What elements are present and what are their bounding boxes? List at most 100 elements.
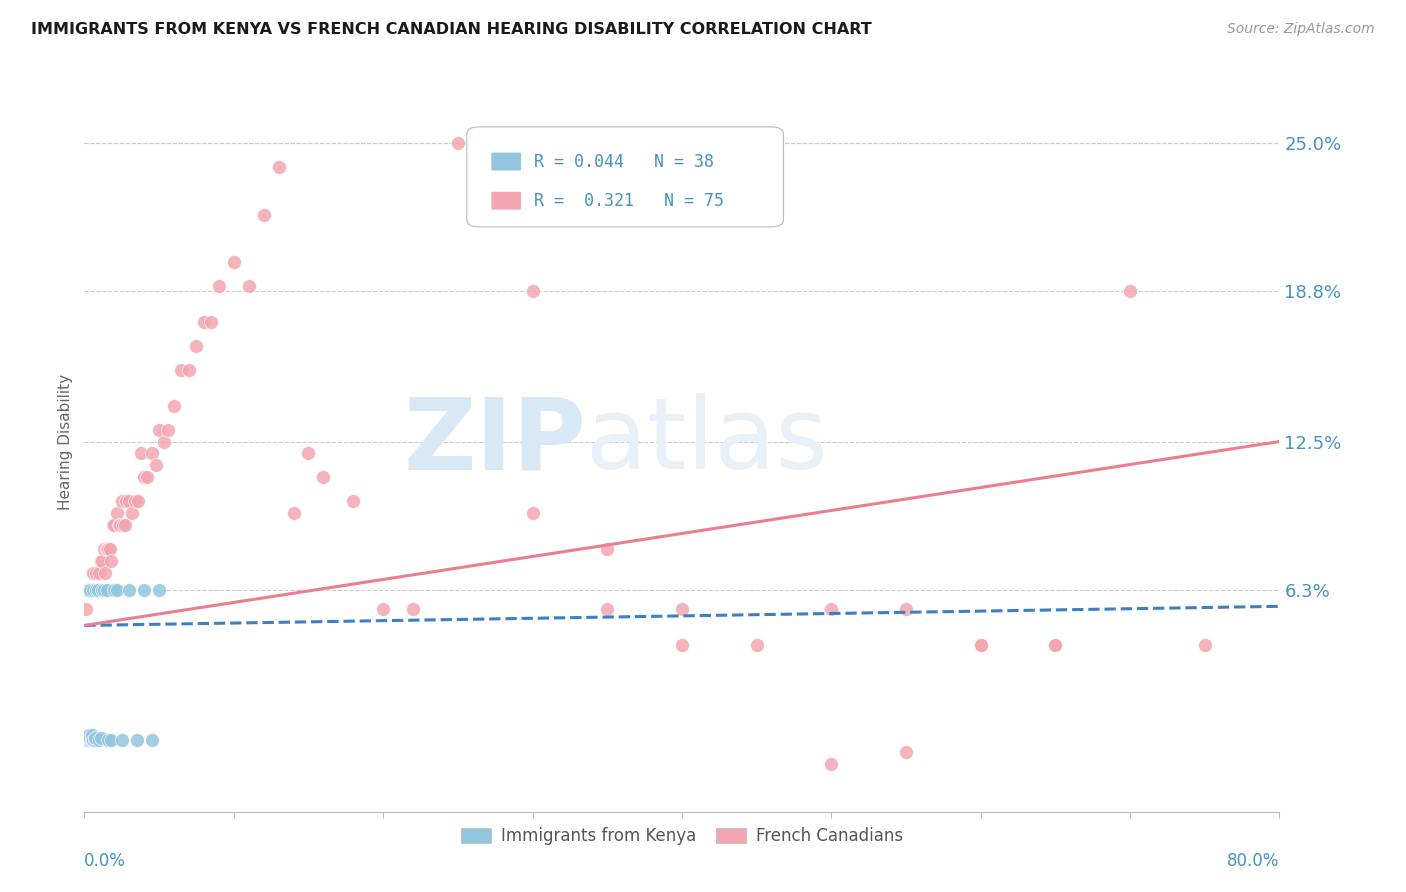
Point	[170, 363, 193, 377]
Point	[76, 582, 98, 597]
Point	[77, 731, 100, 745]
Point	[1045, 638, 1067, 652]
Point	[152, 434, 174, 449]
Point	[121, 506, 143, 520]
Point	[91, 582, 114, 597]
Point	[79, 582, 101, 597]
Point	[141, 446, 163, 460]
Point	[114, 518, 136, 533]
Y-axis label: Hearing Disability: Hearing Disability	[58, 374, 73, 509]
Point	[97, 541, 120, 556]
Point	[141, 733, 163, 747]
Point	[89, 566, 111, 580]
Point	[118, 494, 141, 508]
Text: IMMIGRANTS FROM KENYA VS FRENCH CANADIAN HEARING DISABILITY CORRELATION CHART: IMMIGRANTS FROM KENYA VS FRENCH CANADIAN…	[31, 22, 872, 37]
Point	[76, 582, 98, 597]
Point	[447, 136, 470, 150]
Point	[222, 255, 245, 269]
Point	[96, 582, 118, 597]
Point	[283, 506, 305, 520]
Point	[402, 601, 425, 615]
Point	[894, 745, 917, 759]
Point	[112, 518, 135, 533]
Point	[82, 582, 104, 597]
Text: 80.0%: 80.0%	[1227, 853, 1279, 871]
Point	[77, 582, 100, 597]
Text: 0.0%: 0.0%	[84, 853, 127, 871]
Point	[129, 446, 152, 460]
Point	[1045, 638, 1067, 652]
Point	[76, 733, 98, 747]
Point	[91, 554, 114, 568]
Point	[110, 518, 132, 533]
Point	[93, 541, 115, 556]
Point	[76, 733, 98, 747]
Point	[75, 733, 97, 747]
FancyBboxPatch shape	[491, 152, 522, 171]
Point	[124, 494, 146, 508]
Point	[90, 731, 112, 745]
Legend: Immigrants from Kenya, French Canadians: Immigrants from Kenya, French Canadians	[454, 820, 910, 852]
Point	[125, 733, 148, 747]
Point	[132, 470, 156, 484]
Point	[83, 731, 105, 745]
Text: Source: ZipAtlas.com: Source: ZipAtlas.com	[1227, 22, 1375, 37]
Point	[492, 171, 515, 186]
Point	[145, 458, 167, 473]
Point	[186, 339, 208, 353]
Point	[98, 541, 121, 556]
Point	[86, 582, 108, 597]
Point	[111, 494, 134, 508]
Point	[80, 582, 103, 597]
Point	[745, 638, 768, 652]
Point	[208, 279, 231, 293]
FancyBboxPatch shape	[467, 127, 783, 227]
Point	[820, 756, 842, 771]
Point	[148, 582, 170, 597]
Point	[89, 733, 111, 747]
Point	[86, 566, 108, 580]
Point	[107, 518, 129, 533]
Point	[253, 208, 276, 222]
Point	[970, 638, 993, 652]
Point	[93, 582, 115, 597]
Point	[77, 728, 100, 742]
Point	[94, 566, 117, 580]
Point	[77, 733, 100, 747]
Point	[100, 733, 122, 747]
Point	[267, 160, 290, 174]
Point	[100, 554, 122, 568]
Point	[671, 601, 693, 615]
Text: atlas: atlas	[586, 393, 828, 490]
Point	[596, 541, 619, 556]
Point	[105, 582, 128, 597]
Point	[80, 733, 103, 747]
Point	[1119, 284, 1142, 298]
Point	[373, 601, 395, 615]
Point	[87, 582, 110, 597]
Point	[76, 731, 98, 745]
Point	[97, 733, 120, 747]
Point	[894, 601, 917, 615]
Point	[200, 315, 222, 329]
Point	[127, 494, 149, 508]
Point	[83, 733, 105, 747]
Point	[297, 446, 319, 460]
Point	[820, 601, 842, 615]
Point	[83, 582, 105, 597]
Point	[79, 582, 101, 597]
Point	[970, 638, 993, 652]
Point	[238, 279, 260, 293]
Point	[111, 733, 134, 747]
Point	[115, 494, 138, 508]
Point	[671, 638, 693, 652]
Point	[103, 582, 125, 597]
Point	[1194, 638, 1216, 652]
Point	[132, 582, 156, 597]
Point	[75, 733, 97, 747]
Point	[342, 494, 364, 508]
Point	[96, 541, 118, 556]
Text: R = 0.044   N = 38: R = 0.044 N = 38	[534, 153, 714, 170]
Point	[193, 315, 215, 329]
Point	[118, 582, 141, 597]
